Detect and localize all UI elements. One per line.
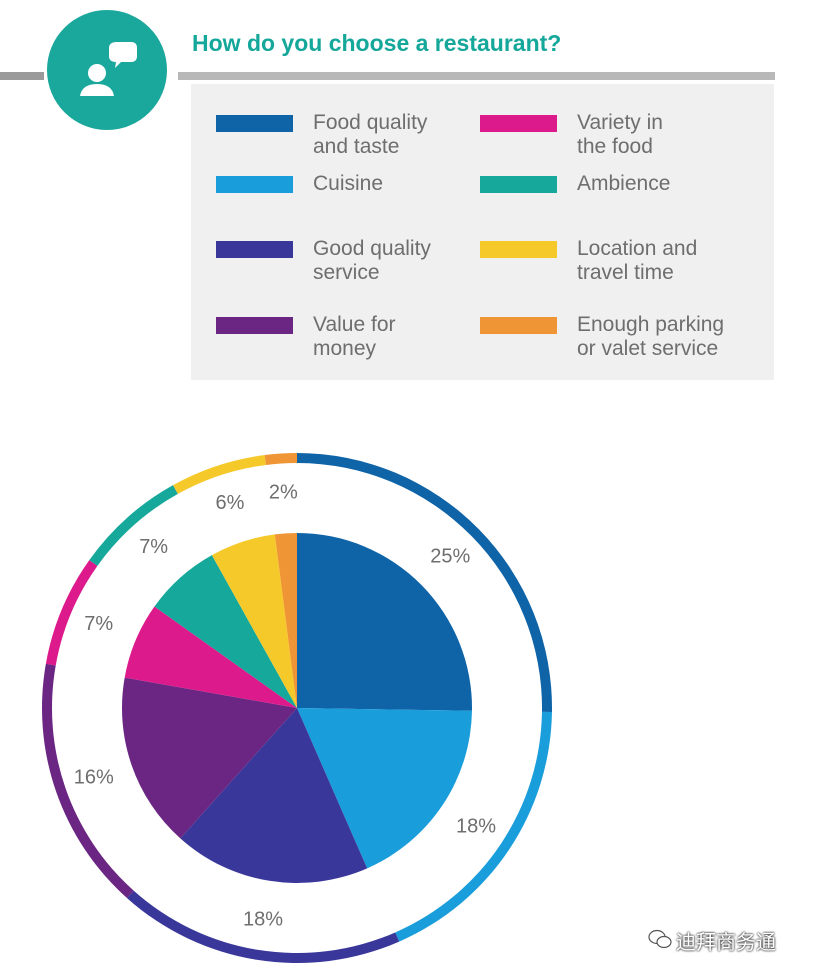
person-speech-bubble-icon [80, 42, 137, 96]
legend-label: Cuisine [313, 172, 384, 195]
legend-swatch [480, 317, 557, 334]
legend-swatch [216, 241, 293, 258]
ring-segment [395, 711, 552, 942]
slice-value-label: 25% [430, 545, 470, 567]
slice-value-label: 6% [215, 492, 244, 514]
pie-slice [297, 533, 472, 711]
ring-segment [42, 663, 134, 899]
pie-slice [154, 555, 297, 708]
legend-label: Location and travel time [577, 237, 698, 284]
pie-slice [180, 708, 368, 883]
header-badge [47, 10, 167, 130]
ring-segment [126, 890, 400, 964]
legend-swatch [216, 176, 293, 193]
pie-slice [274, 533, 297, 708]
pie-slice [297, 708, 472, 869]
pie-slice [211, 534, 297, 708]
legend-label: Value for money [313, 313, 396, 360]
pie-slice [124, 606, 297, 708]
legend-label: Variety in the food [577, 111, 663, 158]
slice-value-label: 2% [269, 482, 298, 504]
legend-label: Enough parking or valet service [577, 313, 725, 360]
legend-swatch [480, 115, 557, 132]
ring-segment [45, 560, 98, 666]
pie-slice [122, 677, 298, 839]
legend-swatch [480, 176, 557, 193]
legend-swatch [216, 317, 293, 334]
slice-value-label: 18% [456, 815, 496, 837]
wechat-icon [648, 929, 672, 949]
slice-value-label: 18% [243, 909, 283, 931]
slice-value-label: 16% [74, 767, 114, 789]
header-bar [178, 72, 775, 80]
left-divider [0, 72, 44, 80]
legend-label: Ambience [577, 172, 671, 195]
ring-segment [173, 455, 266, 494]
ring-segment [264, 453, 297, 465]
pie-chart: 25% 18% 18% 16% 7% 7% 6% 2% [42, 453, 552, 964]
legend-label: Food quality and taste [313, 111, 428, 158]
legend-swatch [480, 241, 557, 258]
page-title: How do you choose a restaurant? [192, 30, 562, 56]
watermark-text: 迪拜商务通 [676, 932, 776, 954]
legend-swatch [216, 115, 293, 132]
legend: Food quality and taste Variety in the fo… [191, 84, 774, 380]
slice-value-label: 7% [139, 536, 168, 558]
ring-segment [89, 485, 178, 566]
legend-label: Good quality service [313, 237, 431, 284]
slice-value-label: 7% [84, 613, 113, 635]
